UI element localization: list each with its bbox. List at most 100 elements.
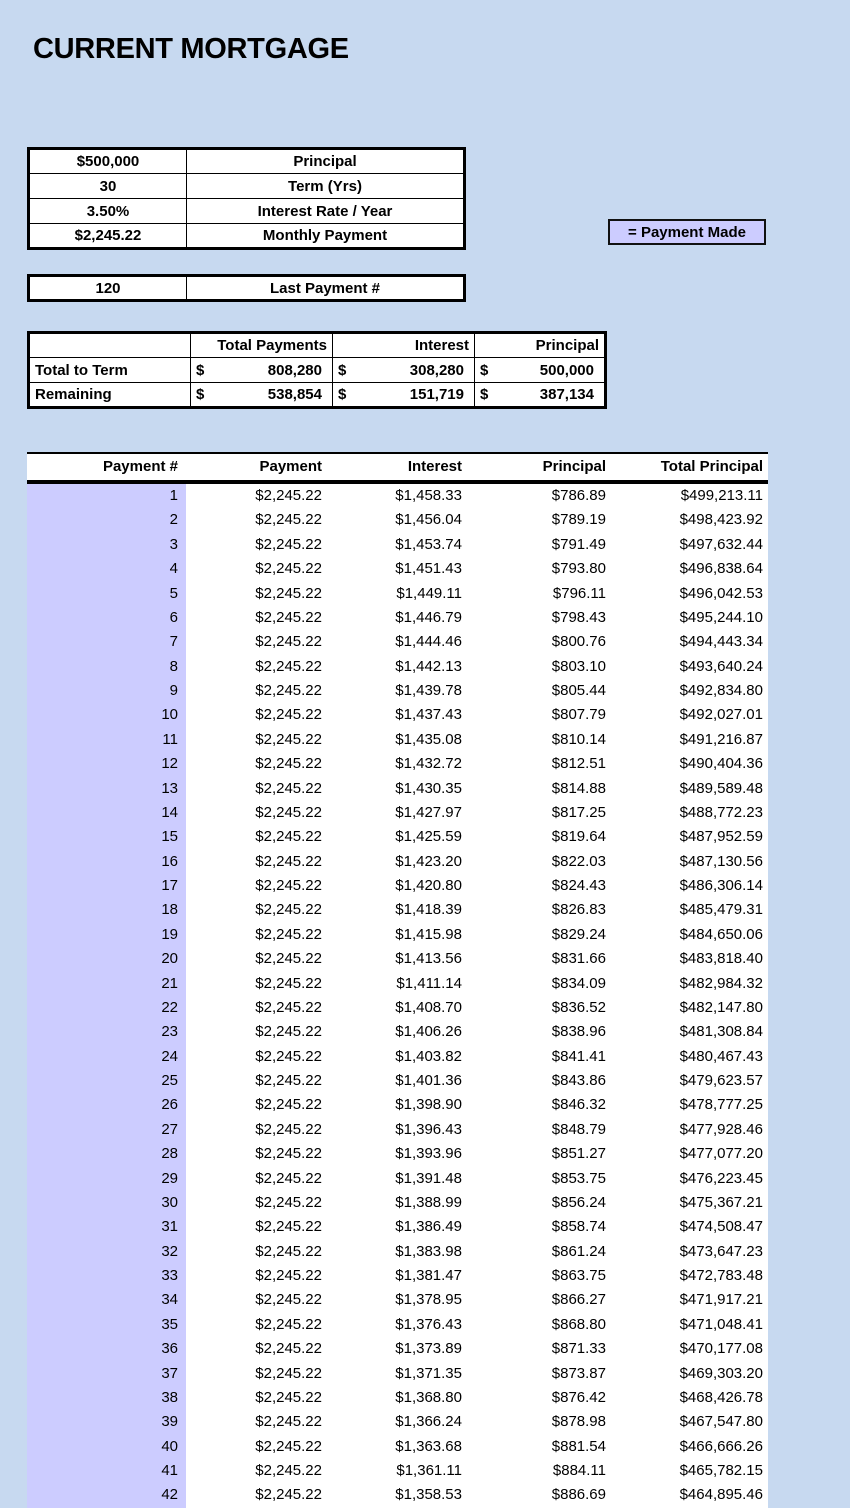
amortization-table: Payment # Payment Interest Principal Tot…: [27, 452, 768, 1508]
payment-cell: $2,245.22: [255, 706, 322, 724]
payment-number-cell: 39: [27, 1410, 186, 1435]
principal-cell: $841.41: [551, 1047, 606, 1065]
table-row: 9 $2,245.22 $1,439.78 $805.44 $492,834.8…: [27, 679, 768, 704]
currency-symbol: $: [338, 386, 347, 403]
interest-cell: $1,368.80: [395, 1388, 462, 1406]
principal-cell: $866.27: [551, 1291, 606, 1309]
interest-cell: $1,420.80: [395, 877, 462, 894]
payment-number-cell: 33: [27, 1264, 186, 1289]
value: 808,280: [267, 361, 322, 379]
total-principal-cell: $479,623.57: [679, 1072, 763, 1089]
interest-cell: $1,408.70: [395, 998, 462, 1016]
interest-cell: $1,411.14: [396, 974, 462, 992]
payment-cell: $2,245.22: [255, 803, 322, 821]
value: 308,280: [409, 361, 464, 379]
payment-number-cell: 14: [27, 800, 186, 826]
amortization-body: 1 $2,245.22 $1,458.33 $786.89 $499,213.1…: [27, 484, 768, 1508]
summary-header-total-payments: Total Payments: [190, 332, 333, 358]
total-principal-cell: $476,223.45: [679, 1169, 763, 1187]
payment-number-cell: 30: [27, 1190, 186, 1216]
last-payment-table: 120 Last Payment #: [27, 274, 466, 302]
interest-cell: $1,446.79: [395, 608, 462, 626]
payment-cell: $2,245.22: [255, 657, 322, 675]
table-row: 16 $2,245.22 $1,423.20 $822.03 $487,130.…: [27, 849, 768, 874]
principal-input-cell[interactable]: $500,000: [28, 148, 187, 174]
interest-cell: $1,366.24: [395, 1413, 462, 1431]
payment-number-cell: 13: [27, 776, 186, 801]
table-row: 32 $2,245.22 $1,383.98 $861.24 $473,647.…: [27, 1239, 768, 1264]
table-row: 22 $2,245.22 $1,408.70 $836.52 $482,147.…: [27, 995, 768, 1021]
table-row: 120 Last Payment #: [28, 275, 465, 301]
total-principal-cell: $480,467.43: [679, 1047, 763, 1065]
interest-rate-input-cell[interactable]: 3.50%: [28, 198, 187, 224]
payment-cell: $2,245.22: [255, 877, 322, 894]
payment-number-cell: 7: [27, 630, 186, 655]
principal-cell: $836.52: [551, 998, 606, 1016]
value: 538,854: [267, 386, 322, 403]
principal-cell: $868.80: [551, 1315, 606, 1333]
table-row: 11 $2,245.22 $1,435.08 $810.14 $491,216.…: [27, 727, 768, 753]
total-to-term-interest-cell: $308,280: [332, 357, 475, 383]
table-row: 15 $2,245.22 $1,425.59 $819.64 $487,952.…: [27, 825, 768, 850]
interest-cell: $1,425.59: [395, 828, 462, 846]
payment-cell: $2,245.22: [255, 1169, 322, 1187]
table-row: 3.50% Interest Rate / Year: [28, 198, 465, 224]
last-payment-input-cell[interactable]: 120: [28, 275, 187, 301]
currency-symbol: $: [338, 361, 347, 379]
monthly-payment-value-cell[interactable]: $2,245.22: [28, 223, 187, 249]
total-principal-cell: $477,077.20: [679, 1145, 763, 1163]
interest-cell: $1,444.46: [395, 633, 462, 651]
summary-header-row: Total Payments Interest Principal: [28, 332, 606, 358]
header-interest: Interest: [407, 458, 462, 475]
value: 500,000: [539, 361, 594, 379]
table-row: 31 $2,245.22 $1,386.49 $858.74 $474,508.…: [27, 1215, 768, 1240]
payment-number-cell: 31: [27, 1215, 186, 1240]
payment-number-cell: 24: [27, 1044, 186, 1069]
total-principal-cell: $496,042.53: [679, 584, 763, 602]
total-to-term-principal-cell: $500,000: [474, 357, 606, 383]
table-row: 3 $2,245.22 $1,453.74 $791.49 $497,632.4…: [27, 532, 768, 558]
payment-number-cell: 6: [27, 605, 186, 631]
table-row: $2,245.22 Monthly Payment: [28, 223, 465, 249]
total-principal-cell: $485,479.31: [679, 901, 763, 919]
value: 151,719: [409, 386, 464, 403]
monthly-payment-label: Monthly Payment: [186, 223, 465, 249]
table-row: 27 $2,245.22 $1,396.43 $848.79 $477,928.…: [27, 1117, 768, 1143]
principal-cell: $871.33: [551, 1340, 606, 1358]
summary-row-total-to-term: Total to Term $808,280 $308,280 $500,000: [28, 357, 606, 383]
interest-cell: $1,453.74: [395, 535, 462, 553]
principal-cell: $834.09: [551, 974, 606, 992]
term-input-cell[interactable]: 30: [28, 173, 187, 199]
interest-cell: $1,415.98: [395, 925, 462, 943]
summary-table: Total Payments Interest Principal Total …: [27, 331, 607, 409]
payment-cell: $2,245.22: [255, 950, 322, 968]
interest-cell: $1,458.33: [395, 487, 462, 504]
payment-cell: $2,245.22: [255, 1096, 322, 1114]
principal-cell: $843.86: [551, 1072, 606, 1089]
interest-cell: $1,418.39: [395, 901, 462, 919]
principal-cell: $884.11: [552, 1462, 606, 1479]
payment-cell: $2,245.22: [255, 1047, 322, 1065]
remaining-principal-cell: $387,134: [474, 382, 606, 408]
principal-cell: $800.76: [551, 633, 606, 651]
interest-cell: $1,442.13: [395, 657, 462, 675]
interest-cell: $1,388.99: [395, 1193, 462, 1211]
currency-symbol: $: [196, 386, 205, 403]
total-principal-cell: $499,213.11: [680, 487, 763, 504]
interest-cell: $1,439.78: [395, 682, 462, 699]
payment-number-cell: 38: [27, 1385, 186, 1411]
table-row: 24 $2,245.22 $1,403.82 $841.41 $480,467.…: [27, 1044, 768, 1069]
total-principal-cell: $488,772.23: [679, 803, 763, 821]
payment-number-cell: 25: [27, 1069, 186, 1094]
total-to-term-payments-cell: $808,280: [190, 357, 333, 383]
payment-cell: $2,245.22: [255, 584, 322, 602]
payment-number-cell: 34: [27, 1288, 186, 1313]
interest-cell: $1,393.96: [395, 1145, 462, 1163]
table-row: 34 $2,245.22 $1,378.95 $866.27 $471,917.…: [27, 1288, 768, 1313]
total-principal-cell: $466,666.26: [679, 1437, 763, 1455]
payment-cell: $2,245.22: [255, 901, 322, 919]
table-row: 26 $2,245.22 $1,398.90 $846.32 $478,777.…: [27, 1093, 768, 1118]
table-row: 13 $2,245.22 $1,430.35 $814.88 $489,589.…: [27, 776, 768, 801]
total-principal-cell: $496,838.64: [679, 560, 763, 578]
